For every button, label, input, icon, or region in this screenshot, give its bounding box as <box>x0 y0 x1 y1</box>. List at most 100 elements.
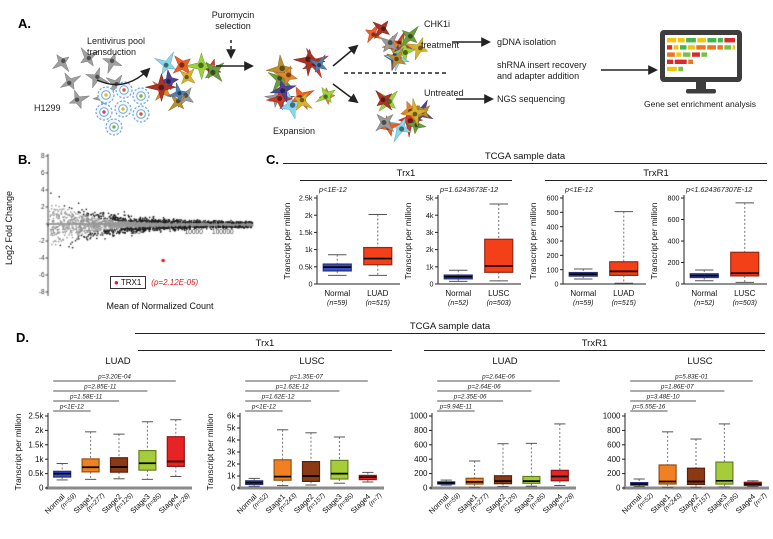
panel-c-label: C. <box>266 152 279 167</box>
svg-text:2k: 2k <box>35 426 44 435</box>
svg-text:p<1E-12: p<1E-12 <box>564 185 593 194</box>
svg-text:400: 400 <box>607 455 621 464</box>
svg-text:(n=515): (n=515) <box>612 300 636 307</box>
svg-text:Stage2(n=125): Stage2(n=125) <box>100 486 135 521</box>
svg-text:800: 800 <box>607 426 621 435</box>
svg-text:Transcript per million: Transcript per million <box>282 202 292 279</box>
svg-text:LUSC: LUSC <box>734 289 756 298</box>
trxr1-lusc-boxplot: 0 200 400 600 800 Transcript per million p<1.6… <box>649 185 767 307</box>
svg-text:400: 400 <box>668 237 680 246</box>
svg-text:Transcript per million: Transcript per million <box>13 413 23 490</box>
svg-text:Transcript per million: Transcript per million <box>403 202 413 279</box>
cell-cluster <box>263 48 336 120</box>
svg-text:Normal(n=59): Normal(n=59) <box>43 486 78 521</box>
panel-d-label: D. <box>16 330 29 345</box>
svg-text:0: 0 <box>231 484 236 493</box>
svg-text:p=2.85E-11: p=2.85E-11 <box>83 384 116 391</box>
svg-text:(n=52): (n=52) <box>694 300 714 307</box>
svg-text:1000: 1000 <box>603 412 621 421</box>
svg-text:Stage3(n=85): Stage3(n=85) <box>128 486 163 521</box>
svg-text:0.5k: 0.5k <box>299 262 313 271</box>
svg-text:p=1.86E-07: p=1.86E-07 <box>660 384 694 391</box>
svg-text:Normal: Normal <box>570 289 596 298</box>
svg-text:Transcript per million: Transcript per million <box>528 202 538 279</box>
svg-text:p=2.64E-06: p=2.64E-06 <box>467 384 501 391</box>
svg-text:Stage2(n=125): Stage2(n=125) <box>484 486 519 521</box>
svg-text:p=3.48E-10: p=3.48E-10 <box>646 394 680 401</box>
lentivirus-icons <box>95 81 150 136</box>
svg-text:200: 200 <box>414 469 428 478</box>
svg-text:Normal: Normal <box>691 289 717 298</box>
svg-text:(n=52): (n=52) <box>448 300 468 307</box>
svg-text:6k: 6k <box>227 412 236 421</box>
svg-text:Stage2(n=157): Stage2(n=157) <box>677 486 712 521</box>
d1-cohort-label: LUAD <box>105 356 131 367</box>
svg-text:Stage4(n=7): Stage4(n=7) <box>734 486 769 521</box>
svg-text:Transcript per million: Transcript per million <box>205 413 215 490</box>
svg-text:(n=59): (n=59) <box>327 300 347 307</box>
svg-text:2k: 2k <box>227 460 236 469</box>
trx1-lusc-stage-boxplot: 0 1k 2k 3k 4k 5k 6k Transcript per million Norma… <box>205 374 384 521</box>
svg-text:2.5k: 2.5k <box>28 412 44 421</box>
svg-text:200: 200 <box>547 251 559 260</box>
svg-text:p<1E-12: p<1E-12 <box>318 185 347 194</box>
svg-text:(n=515): (n=515) <box>366 300 390 307</box>
puromycin-label: Puromycin selection <box>211 10 255 31</box>
ma-plot <box>26 150 258 318</box>
svg-text:p<1E-12: p<1E-12 <box>59 404 84 411</box>
ma-plot-ylabel: Log2 Fold Change <box>4 190 14 266</box>
svg-text:1k: 1k <box>35 455 44 464</box>
monitor-icon <box>660 30 742 94</box>
svg-text:0.5k: 0.5k <box>28 469 44 478</box>
panel-d-gene-trxr1: TrxR1 <box>424 338 765 351</box>
svg-text:500: 500 <box>547 208 559 217</box>
svg-text:0: 0 <box>676 280 680 289</box>
svg-text:0: 0 <box>555 280 559 289</box>
panel-c-gene-trxr1: TrxR1 <box>545 168 767 181</box>
svg-text:Stage1(n=277): Stage1(n=277) <box>456 486 491 521</box>
svg-text:Stage1(n=243): Stage1(n=243) <box>649 486 684 521</box>
d3-cohort-label: LUAD <box>492 356 518 367</box>
svg-text:0: 0 <box>309 280 313 289</box>
ngs-label: NGS sequencing <box>497 94 566 104</box>
svg-text:1.5k: 1.5k <box>28 440 44 449</box>
svg-text:Stage4(n=7): Stage4(n=7) <box>349 486 384 521</box>
svg-text:600: 600 <box>668 215 680 224</box>
svg-text:LUAD: LUAD <box>613 289 635 298</box>
svg-text:p=5.55E-16: p=5.55E-16 <box>632 404 666 411</box>
svg-text:400: 400 <box>414 455 428 464</box>
svg-text:0: 0 <box>39 484 44 493</box>
transduction-label: Lentivirus pool transduction <box>87 36 146 57</box>
svg-text:200: 200 <box>668 258 680 267</box>
svg-text:p=1.6243673E-12: p=1.6243673E-12 <box>439 185 498 194</box>
svg-text:p=1.62E-12: p=1.62E-12 <box>261 394 295 401</box>
svg-text:600: 600 <box>414 440 428 449</box>
red-dot-icon: ● <box>114 278 119 287</box>
trx1-legend-pvalue: (p=2.12E-05) <box>151 278 199 287</box>
svg-text:1k: 1k <box>426 262 434 271</box>
trx1-legend-gene: TRX1 <box>120 278 142 287</box>
svg-text:100: 100 <box>547 265 559 274</box>
svg-text:p<1E-12: p<1E-12 <box>251 404 276 411</box>
trxr1-lusc-stage-boxplot: 0 200 400 600 800 1000 Normal(n=52)Stage1(n=24… <box>603 374 769 521</box>
svg-text:p=1.58E-11: p=1.58E-11 <box>69 394 102 401</box>
svg-text:1k: 1k <box>227 472 236 481</box>
panel-d-title: TCGA sample data <box>135 321 765 334</box>
svg-text:Stage3(n=85): Stage3(n=85) <box>320 486 355 521</box>
svg-text:200: 200 <box>607 469 621 478</box>
svg-text:Stage4(n=28): Stage4(n=28) <box>157 486 192 521</box>
chk1i-label: CHK1i <box>424 19 451 29</box>
svg-text:p=3.20E-04: p=3.20E-04 <box>97 374 131 381</box>
gsea-label: Gene set enrichment analysis <box>644 99 756 109</box>
svg-text:(n=59): (n=59) <box>573 300 593 307</box>
expansion-label: Expansion <box>273 126 316 136</box>
svg-text:LUAD: LUAD <box>367 289 389 298</box>
svg-text:Normal: Normal <box>445 289 471 298</box>
svg-text:Stage3(n=85): Stage3(n=85) <box>512 486 547 521</box>
svg-text:p=5.83E-01: p=5.83E-01 <box>674 374 708 381</box>
svg-text:1000: 1000 <box>410 412 428 421</box>
svg-text:2k: 2k <box>305 211 313 220</box>
gdna-isolation-label: gDNA isolation <box>497 37 557 47</box>
svg-text:Stage1(n=277): Stage1(n=277) <box>72 486 107 521</box>
